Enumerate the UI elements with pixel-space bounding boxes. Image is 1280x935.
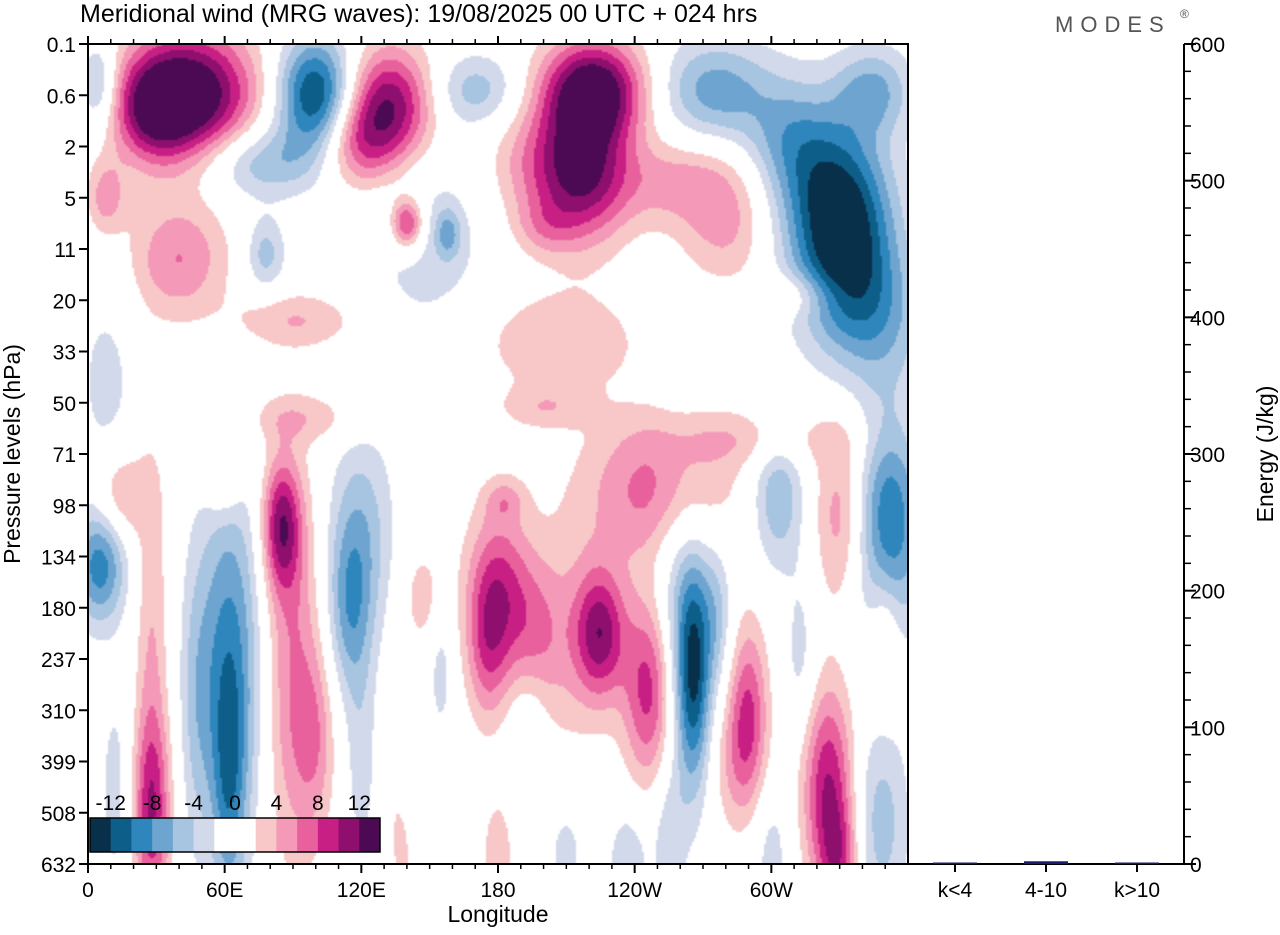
y-tick-label: 11	[54, 239, 76, 262]
y-tick-label: 134	[41, 547, 76, 570]
colorbar-swatch	[214, 818, 236, 852]
y-tick-label: 98	[53, 495, 76, 518]
x-tick-label: 60W	[750, 879, 793, 902]
energy-axis-ticks: 0 100 200 300 400 500 600	[1184, 34, 1225, 877]
y-tick-label: 237	[41, 649, 76, 672]
energy-tick-label: 200	[1190, 581, 1225, 604]
colorbar-label: 4	[271, 792, 283, 815]
colorbar: -12 -8 -4 0 4 8 12	[89, 792, 381, 853]
colorbar-swatch	[90, 818, 112, 852]
y-tick-label: 399	[41, 752, 76, 775]
colorbar-swatch	[297, 818, 319, 852]
y-tick-label: 50	[53, 393, 76, 416]
colorbar-swatch	[255, 818, 277, 852]
energy-tick-label: 0	[1190, 854, 1202, 877]
colorbar-label: 12	[348, 792, 371, 815]
y-tick-label: 5	[64, 188, 76, 211]
energy-bar	[1115, 862, 1159, 864]
brand-registered-mark: ®	[1180, 7, 1189, 21]
y-tick-label: 632	[41, 854, 76, 877]
plot-frame	[87, 43, 909, 865]
colorbar-swatch	[276, 818, 298, 852]
y-tick-label: 0.1	[47, 34, 76, 57]
colorbar-label: -8	[143, 792, 162, 815]
y-axis-label: Pressure levels (hPa)	[0, 344, 25, 564]
colorbar-label: 8	[312, 792, 324, 815]
y-tick-label: 71	[53, 444, 76, 467]
colorbar-swatch	[131, 818, 153, 852]
colorbar-swatch	[317, 818, 340, 852]
y-tick-label: 33	[53, 342, 76, 365]
y-tick-label: 2	[64, 137, 76, 160]
x-tick-label: 120W	[607, 879, 662, 902]
energy-tick-label: 400	[1190, 307, 1225, 330]
x-axis-label: Longitude	[447, 901, 548, 927]
energy-bar	[933, 862, 977, 864]
colorbar-swatch	[193, 818, 215, 852]
x-tick-label: 120E	[337, 879, 386, 902]
colorbar-swatch	[338, 818, 360, 852]
chart-title: Meridional wind (MRG waves): 19/08/2025 …	[80, 0, 757, 28]
energy-category-label: 4-10	[1025, 879, 1067, 902]
y-tick-label: 508	[41, 803, 76, 826]
colorbar-label: -12	[96, 792, 126, 815]
heatmap-field	[88, 44, 908, 864]
x-tick-label: 0	[82, 879, 94, 902]
colorbar-swatch	[172, 818, 195, 852]
wind-contour-image	[88, 44, 908, 864]
colorbar-swatch	[110, 818, 132, 852]
energy-bars: k<4 4-10 k>10	[933, 861, 1160, 902]
x-tick-label: 60E	[206, 879, 243, 902]
energy-category-label: k<4	[938, 879, 973, 902]
y-tick-label: 20	[53, 290, 76, 313]
y-tick-label: 180	[41, 598, 76, 621]
y-axis-ticks: 0.1 0.6 2 5 11 20 33 50 71 98 134 180 237 310 399 508 63…	[41, 34, 88, 877]
energy-panel: k<4 4-10 k>10 Energy (J/kg)	[908, 44, 1278, 902]
colorbar-swatch	[152, 818, 174, 852]
energy-tick-label: 100	[1190, 717, 1225, 740]
brand-logo: MODES	[1055, 12, 1171, 37]
energy-axis-label: Energy (J/kg)	[1252, 386, 1278, 523]
x-axis-ticks: 0 60E 120E 180 120W 60W	[82, 36, 886, 902]
energy-bar	[1024, 861, 1068, 864]
colorbar-label: 0	[229, 792, 241, 815]
colorbar-label: -4	[184, 792, 203, 815]
energy-tick-label: 300	[1190, 444, 1225, 467]
energy-category-label: k>10	[1114, 879, 1160, 902]
colorbar-swatch	[359, 818, 381, 852]
y-tick-label: 310	[41, 700, 76, 723]
colorbar-frame	[89, 817, 381, 853]
colorbar-swatch	[235, 818, 257, 852]
energy-tick-label: 600	[1190, 34, 1225, 57]
energy-tick-label: 500	[1190, 171, 1225, 194]
y-tick-label: 0.6	[47, 85, 76, 108]
x-tick-label: 180	[480, 879, 515, 902]
